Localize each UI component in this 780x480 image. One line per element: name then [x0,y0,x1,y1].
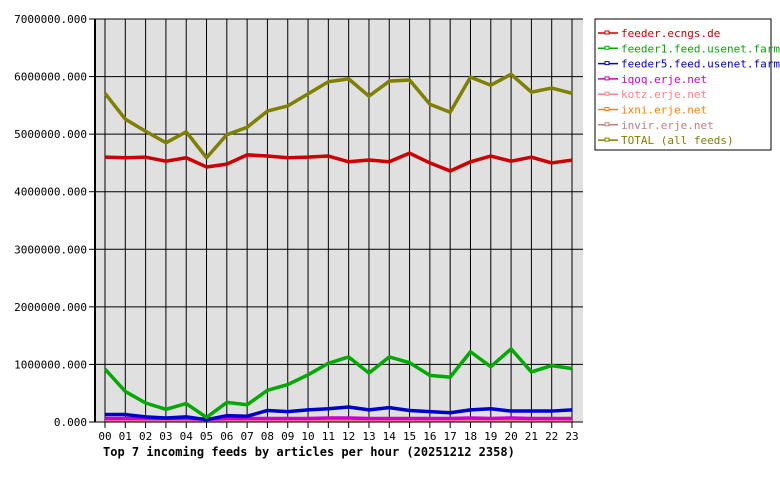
series-line-7 [103,72,573,160]
x-tick-label: 09 [281,430,294,443]
chart-title: Top 7 incoming feeds by articles per hou… [103,445,515,459]
x-tick-label: 11 [322,430,335,443]
y-tick-label: 7000000.000 [14,13,87,26]
legend-marker-icon [604,30,610,35]
y-tick-label: 4000000.000 [14,186,87,199]
legend-label: feeder.ecngs.de [621,27,720,40]
series-line-0 [104,151,573,173]
x-tick-label: 21 [525,430,538,443]
x-tick-label: 00 [98,430,111,443]
y-tick-label: 1000000.000 [14,358,87,371]
y-tick-label: 2000000.000 [14,301,87,314]
x-tick-label: 02 [139,430,152,443]
x-tick-label: 08 [261,430,274,443]
legend-label: kotz.erje.net [621,88,707,101]
legend-marker-icon [604,122,610,127]
legend-label: feeder5.feed.usenet.farm [621,58,780,71]
legend-box [594,18,772,151]
legend-marker-icon [604,107,610,111]
y-tick-label: 6000000.000 [14,71,87,84]
legend-label: invir.erje.net [621,119,714,132]
legend-marker-icon [604,76,610,81]
x-tick-label: 15 [403,430,416,443]
x-tick-label: 01 [119,430,132,443]
x-tick-label: 17 [444,430,457,443]
x-tick-label: 06 [220,430,233,443]
legend-label: TOTAL (all feeds) [621,134,734,147]
x-tick-label: 13 [362,430,375,443]
x-tick-label: 05 [200,430,213,443]
y-tick-label: 5000000.000 [14,128,87,141]
x-tick-label: 12 [342,430,355,443]
x-tick-label: 03 [159,430,172,443]
x-tick-label: 19 [484,430,497,443]
series-line-2 [105,405,573,422]
legend-label: iqoq.erje.net [621,73,707,86]
x-tick-label: 04 [180,430,194,443]
legend-marker-icon [604,61,610,66]
x-tick-label: 07 [241,430,254,443]
x-tick-label: 16 [423,430,436,443]
plot-area [95,19,583,422]
x-tick-label: 23 [565,430,578,443]
legend-marker-icon [604,91,610,96]
x-tick-label: 20 [504,430,517,443]
legend-marker-icon [604,45,610,50]
legend-label: feeder1.feed.usenet.farm [621,42,780,55]
x-tick-label: 18 [464,430,477,443]
x-tick-label: 14 [383,430,397,443]
y-tick-label: 0.000 [54,416,87,429]
series-line-1 [103,347,573,420]
legend: feeder.ecngs.de feeder1.feed.usenet.farm f… [594,18,780,151]
x-tick-label: 22 [545,430,558,443]
y-tick-label: 3000000.000 [14,243,87,256]
legend-label: ixni.erje.net [621,104,707,117]
x-tick-label: 10 [301,430,314,443]
legend-marker-icon [604,137,610,142]
